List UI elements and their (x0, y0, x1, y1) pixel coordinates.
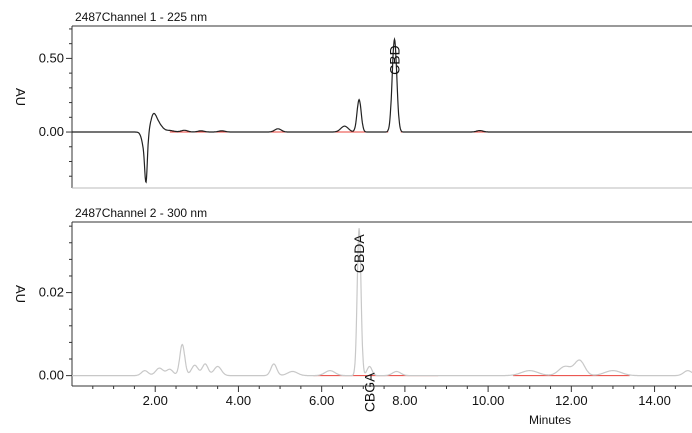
x-tick-label: 10.00 (472, 393, 505, 408)
y-tick-label: 0.00 (39, 124, 64, 139)
peak-label: CBD (386, 45, 402, 75)
x-tick-label: 4.00 (226, 393, 251, 408)
y-axis-label: AU (13, 88, 28, 106)
x-tick-label: 6.00 (309, 393, 334, 408)
peak-label: CBDA (351, 234, 367, 274)
x-tick-label: 12.00 (555, 393, 588, 408)
y-tick-label: 0.02 (39, 285, 64, 300)
channel-1-panel: 2487Channel 1 - 225 nm AU 0.50 0.00 CBD (13, 10, 692, 189)
panel-title: 2487Channel 2 - 300 nm (75, 206, 207, 220)
panel-title: 2487Channel 1 - 225 nm (75, 10, 207, 24)
y-axis-label: AU (13, 285, 28, 303)
chromatogram-trace (72, 36, 692, 184)
channel-2-panel: 2487Channel 2 - 300 nm AU 0.02 0.00 CBDA CBGA… (13, 206, 692, 427)
peak-label: CBGA (362, 372, 378, 412)
x-tick-label: 8.00 (392, 393, 417, 408)
x-axis-label: Minutes (529, 413, 571, 427)
x-tick-label: 14.00 (638, 393, 671, 408)
y-tick-label: 0.00 (39, 368, 64, 383)
x-tick-label: 2.00 (143, 393, 168, 408)
y-tick-label: 0.50 (39, 50, 64, 65)
chromatogram-trace (72, 228, 692, 377)
